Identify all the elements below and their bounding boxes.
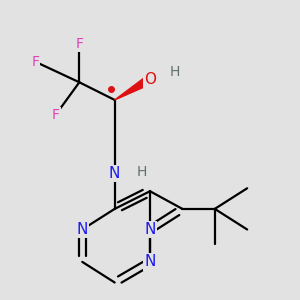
Text: O: O bbox=[144, 72, 156, 87]
Text: F: F bbox=[75, 37, 83, 51]
Text: N: N bbox=[144, 254, 156, 269]
Text: N: N bbox=[109, 166, 120, 181]
Text: F: F bbox=[31, 55, 39, 69]
Polygon shape bbox=[115, 75, 152, 100]
Text: H: H bbox=[137, 165, 147, 179]
Text: N: N bbox=[76, 222, 88, 237]
Text: N: N bbox=[144, 222, 156, 237]
Text: H: H bbox=[169, 65, 179, 79]
Text: F: F bbox=[52, 108, 60, 122]
